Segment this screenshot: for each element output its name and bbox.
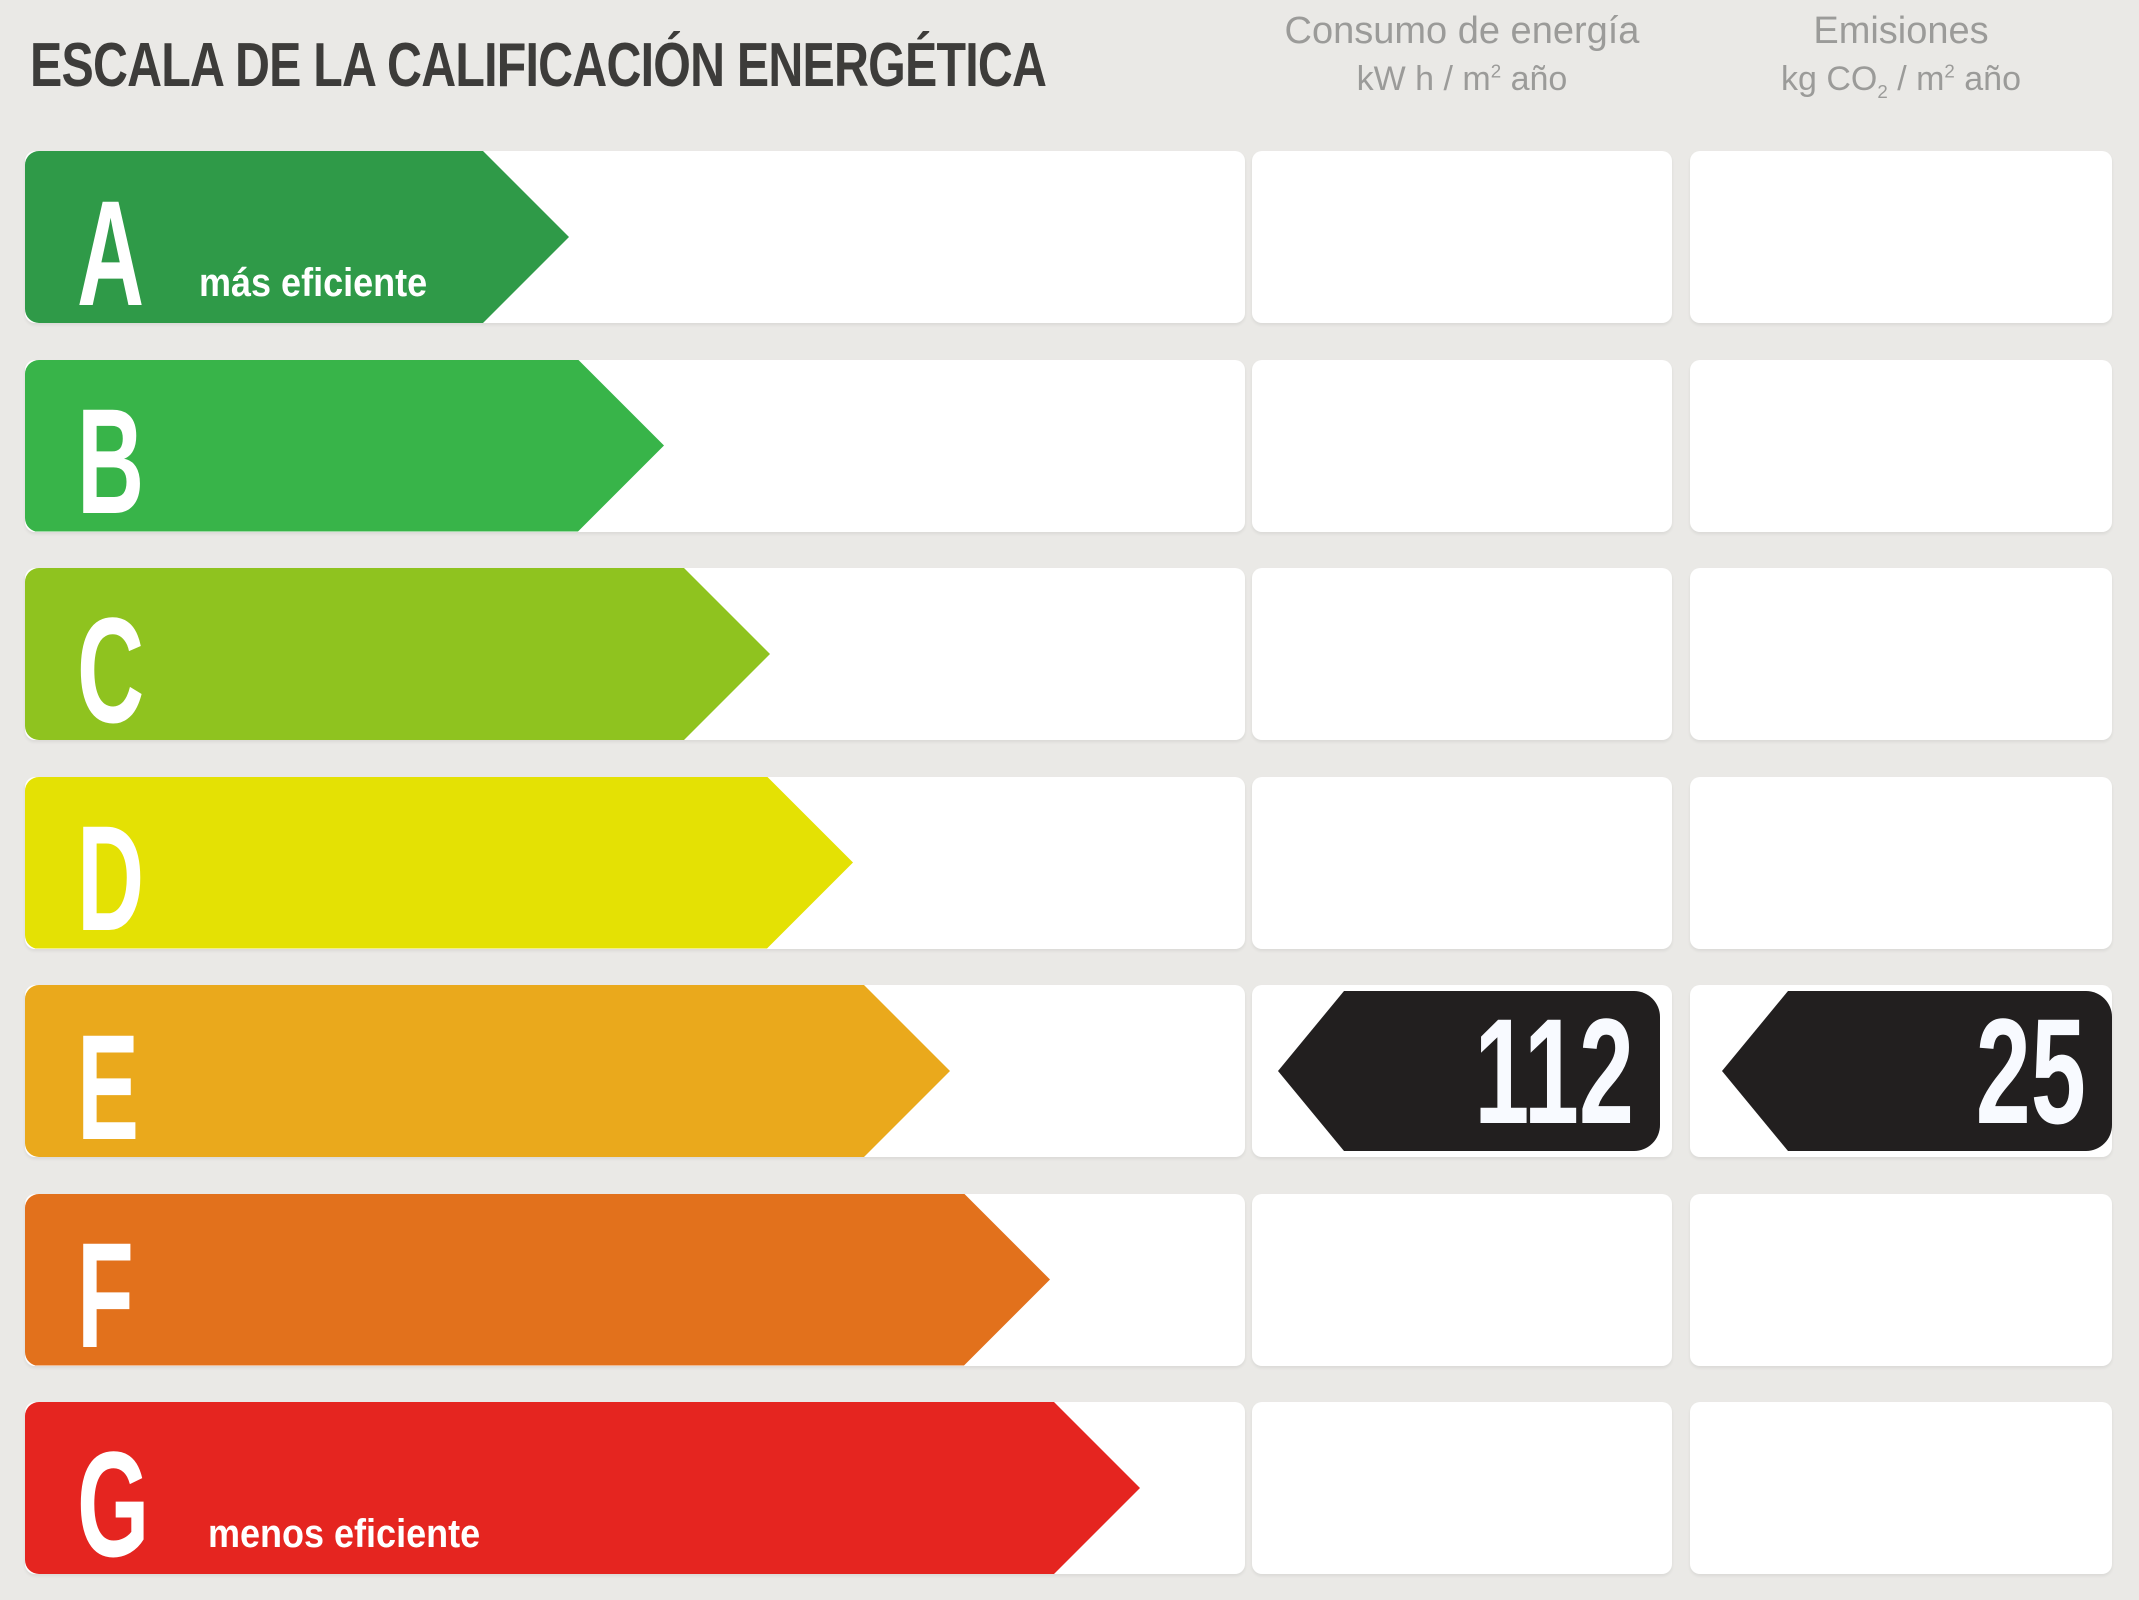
- scale-row-background: E: [25, 985, 1245, 1157]
- consumo-value: 112: [1474, 987, 1634, 1155]
- rating-row: A más eficiente: [0, 151, 2139, 323]
- emisiones-value-arrow: 25: [1722, 991, 2112, 1151]
- consumo-cell: [1252, 1402, 1672, 1574]
- scale-row-background: A más eficiente: [25, 151, 1245, 323]
- page-title: ESCALA DE LA CALIFICACIÓN ENERGÉTICA: [30, 31, 1047, 100]
- rating-letter: C: [77, 585, 145, 754]
- rating-row: G menos eficiente: [0, 1402, 2139, 1574]
- rating-bar: D: [25, 777, 853, 949]
- rating-bar: A más eficiente: [25, 151, 569, 323]
- rating-bar: E: [25, 985, 950, 1157]
- emisiones-cell: [1690, 776, 2112, 949]
- emisiones-column-title: Emisiones: [1813, 10, 1989, 52]
- emisiones-cell: [1690, 1193, 2112, 1366]
- rating-row: D: [0, 776, 2139, 949]
- consumo-unit-post: año: [1501, 59, 1568, 98]
- consumo-column-title: Consumo de energía: [1284, 10, 1640, 52]
- emisiones-unit-sup: 2: [1944, 60, 1955, 82]
- consumo-unit-sup: 2: [1490, 60, 1502, 82]
- consumo-column-header: Consumo de energía kW h / m2 año: [1252, 10, 1672, 102]
- rating-bar-label: menos eficiente: [207, 1512, 480, 1556]
- rating-bar: C: [25, 568, 770, 740]
- emisiones-value: 25: [1975, 987, 2086, 1155]
- consumo-cell: [1252, 568, 1672, 740]
- emisiones-unit-mid: / m: [1887, 59, 1945, 98]
- emisiones-unit-post: año: [1954, 59, 2022, 98]
- emisiones-column-unit: kg CO2 / m2 año: [1690, 60, 2112, 103]
- consumo-cell: [1252, 776, 1672, 949]
- rating-letter: A: [77, 168, 145, 337]
- emisiones-cell: [1690, 359, 2112, 532]
- emisiones-unit-sub: 2: [1877, 80, 1888, 102]
- rating-letter: D: [77, 794, 145, 962]
- emisiones-cell: [1690, 1402, 2112, 1574]
- rating-bar-label: más eficiente: [199, 261, 428, 305]
- consumo-cell: [1252, 1193, 1672, 1366]
- scale-row-background: G menos eficiente: [25, 1402, 1245, 1574]
- rating-letter: G: [77, 1419, 150, 1588]
- rating-row: B: [0, 359, 2139, 532]
- emisiones-cell: [1690, 151, 2112, 323]
- consumo-value-arrow: 112: [1278, 991, 1660, 1151]
- rating-bar: B: [25, 360, 664, 532]
- rating-letter: F: [77, 1211, 134, 1379]
- rating-letter: B: [77, 377, 145, 545]
- consumo-cell: [1252, 151, 1672, 323]
- consumo-cell: [1252, 359, 1672, 532]
- emisiones-unit-pre: kg CO: [1780, 59, 1878, 98]
- rating-row: F: [0, 1193, 2139, 1366]
- rating-bar: G menos eficiente: [25, 1402, 1140, 1574]
- scale-row-background: D: [25, 776, 1245, 949]
- emisiones-cell: [1690, 568, 2112, 740]
- rating-bar: F: [25, 1194, 1050, 1366]
- emisiones-column-header: Emisiones kg CO2 / m2 año: [1690, 10, 2112, 102]
- scale-row-background: F: [25, 1193, 1245, 1366]
- rating-row: C: [0, 568, 2139, 740]
- scale-row-background: B: [25, 359, 1245, 532]
- consumo-unit-pre: kW h / m: [1356, 59, 1491, 98]
- scale-row-background: C: [25, 568, 1245, 740]
- rating-letter: E: [77, 1002, 140, 1171]
- consumo-column-unit: kW h / m2 año: [1252, 60, 1672, 103]
